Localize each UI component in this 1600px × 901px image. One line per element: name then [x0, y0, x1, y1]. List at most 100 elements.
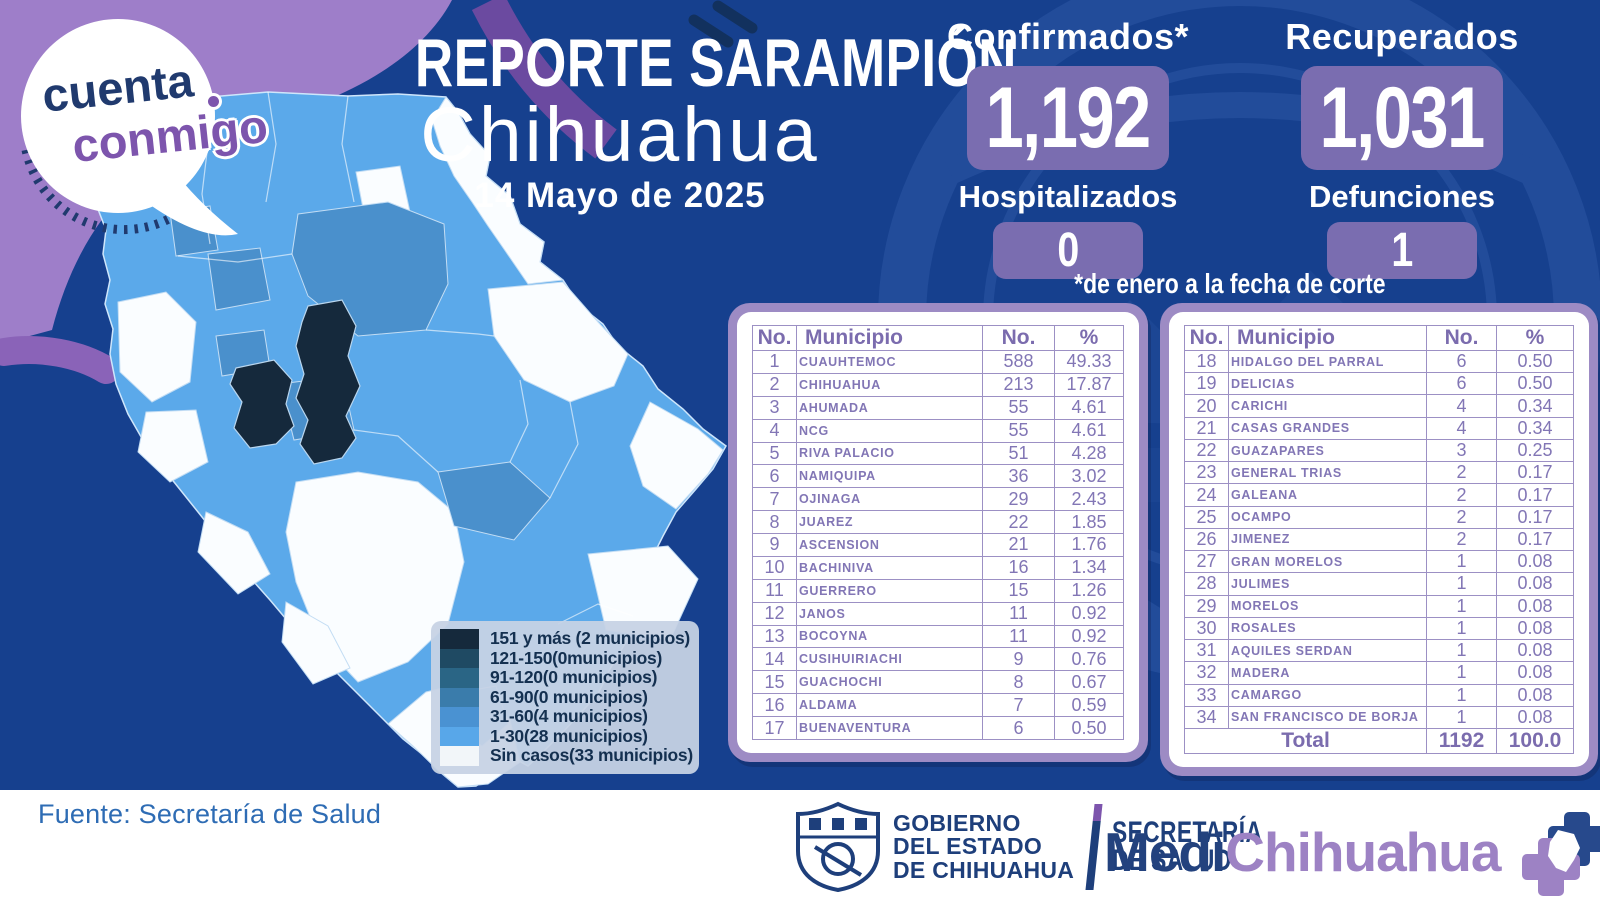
cell-municipio: CARICHI	[1228, 394, 1427, 418]
table-row: 33 CAMARGO 1 0.08	[1184, 683, 1574, 707]
cell-count: 2	[1426, 527, 1497, 552]
municipality-no-cases	[117, 291, 197, 403]
cell-percent: 0.08	[1496, 616, 1574, 641]
table-row: 32 MADERA 1 0.08	[1184, 661, 1574, 685]
cell-rank: 29	[1184, 594, 1229, 618]
municipality-no-cases	[285, 471, 465, 683]
table-body-left: 1 CUAUHTEMOC 588 49.33 2 CHIHUAHUA 213 17.87 3 AH…	[752, 350, 1124, 740]
legend-item-label: 31-60(4 municipios)	[490, 706, 648, 726]
cell-municipio: MORELOS	[1228, 594, 1427, 618]
legend-item-label: 61-90(0 municipios)	[490, 686, 648, 707]
cell-count: 213	[982, 372, 1055, 397]
cell-municipio: CHIHUAHUA	[796, 372, 983, 397]
cell-count: 6	[1426, 349, 1497, 374]
table-row: 12 JANOS 11 0.92	[752, 601, 1124, 626]
cell-count: 2	[1426, 461, 1497, 485]
cell-count: 1	[1426, 683, 1497, 707]
government-wordmark: GOBIERNO DEL ESTADO DE CHIHUAHUA	[893, 811, 1075, 883]
cell-rank: 34	[1184, 705, 1229, 730]
table-header-row: No. Municipio No. %	[752, 325, 1124, 351]
legend-item-label: 91-120(0 municipios)	[490, 667, 658, 687]
cell-rank: 33	[1184, 683, 1229, 707]
cell-count: 22	[982, 510, 1055, 534]
cell-count: 16	[982, 555, 1055, 580]
cell-percent: 0.25	[1496, 438, 1574, 463]
cell-rank: 9	[752, 533, 797, 557]
cell-municipio: GRAN MORELOS	[1228, 550, 1427, 574]
stats-recovered-column: Recuperados 1,031 Defunciones 1	[1272, 16, 1532, 279]
table-total-row: Total 1192 100.0	[1184, 728, 1574, 754]
cell-municipio: MADERA	[1228, 661, 1427, 685]
table-row: 22 GUAZAPARES 3 0.25	[1184, 438, 1574, 463]
cell-rank: 17	[752, 716, 797, 740]
table-row: 5 RIVA PALACIO 51 4.28	[752, 441, 1124, 466]
cell-municipio: OJINAGA	[796, 487, 983, 512]
cell-count: 55	[982, 418, 1055, 443]
cell-count: 2	[1426, 505, 1497, 529]
cell-count: 4	[1426, 416, 1497, 440]
municipality-cuauhtemoc	[229, 359, 295, 449]
cell-count: 9	[982, 647, 1055, 672]
cell-rank: 1	[752, 350, 797, 374]
municipality-chihuahua-city	[295, 299, 361, 465]
municipality-no-cases	[487, 281, 629, 403]
header-count: No.	[982, 325, 1055, 351]
table-row: 34 SAN FRANCISCO DE BORJA 1 0.08	[1184, 705, 1574, 730]
cell-rank: 32	[1184, 661, 1229, 685]
municipality-no-cases	[137, 409, 209, 483]
legend-swatch	[440, 687, 479, 707]
cell-rank: 12	[752, 601, 797, 626]
medi-word-part1: Medi	[1104, 821, 1226, 883]
cell-count: 36	[982, 464, 1055, 489]
cell-percent: 0.17	[1496, 483, 1574, 507]
table-row: 18 HIDALGO DEL PARRAL 6 0.50	[1184, 349, 1574, 374]
cell-count: 11	[982, 601, 1055, 626]
legend-swatch	[440, 648, 479, 668]
cell-percent: 17.87	[1054, 372, 1124, 397]
cell-count: 1	[1426, 639, 1497, 663]
cell-municipio: SAN FRANCISCO DE BORJA	[1228, 705, 1427, 730]
recovered-value-box: 1,031	[1301, 66, 1503, 170]
stats-confirmed-column: Confirmados* 1,192 Hospitalizados 0	[938, 16, 1198, 279]
cell-count: 11	[982, 624, 1055, 649]
cell-percent: 0.08	[1496, 683, 1574, 707]
cell-percent: 0.08	[1496, 550, 1574, 574]
cell-percent: 0.34	[1496, 394, 1574, 418]
table-row: 24 GALEANA 2 0.17	[1184, 483, 1574, 507]
footnote: *de enero a la fecha de corte	[1074, 268, 1386, 299]
cell-count: 1	[1426, 594, 1497, 618]
header-count: No.	[1426, 325, 1497, 351]
cell-rank: 20	[1184, 394, 1229, 418]
table-row: 19 DELICIAS 6 0.50	[1184, 372, 1574, 396]
municipality-mid-cases	[207, 247, 271, 311]
table-body-right: 18 HIDALGO DEL PARRAL 6 0.50 19 DELICIAS 6 0.50…	[1184, 349, 1574, 730]
cell-count: 1	[1426, 550, 1497, 574]
table-row: 2 CHIHUAHUA 213 17.87	[752, 372, 1124, 397]
cell-count: 2	[1426, 483, 1497, 507]
cell-municipio: BOCOYNA	[796, 624, 983, 649]
cell-municipio: GUAZAPARES	[1228, 438, 1427, 463]
cell-count: 1	[1426, 572, 1497, 596]
cell-municipio: CUSIHUIRIACHI	[796, 647, 983, 672]
cell-rank: 10	[752, 555, 797, 580]
table-row: 9 ASCENSION 21 1.76	[752, 533, 1124, 557]
cell-count: 1	[1426, 705, 1497, 730]
cell-municipio: BACHINIVA	[796, 555, 983, 580]
chihuahua-choropleth-map	[91, 91, 727, 788]
hospitalized-value: 0	[1057, 224, 1079, 277]
cell-rank: 31	[1184, 639, 1229, 663]
legend-swatch	[440, 707, 479, 727]
table-row: 21 CASAS GRANDES 4 0.34	[1184, 416, 1574, 440]
cell-count: 8	[982, 670, 1055, 695]
divider-bar	[1085, 804, 1103, 890]
cell-rank: 6	[752, 464, 797, 489]
cell-count: 21	[982, 533, 1055, 557]
cell-rank: 21	[1184, 416, 1229, 440]
cell-rank: 24	[1184, 483, 1229, 507]
cell-municipio: JANOS	[796, 601, 983, 626]
cell-count: 51	[982, 441, 1055, 466]
cell-municipio: HIDALGO DEL PARRAL	[1228, 349, 1427, 374]
table-row: 29 MORELOS 1 0.08	[1184, 594, 1574, 618]
recovered-label: Recuperados	[1285, 16, 1519, 57]
gov-line: DE CHIHUAHUA	[893, 856, 1075, 883]
